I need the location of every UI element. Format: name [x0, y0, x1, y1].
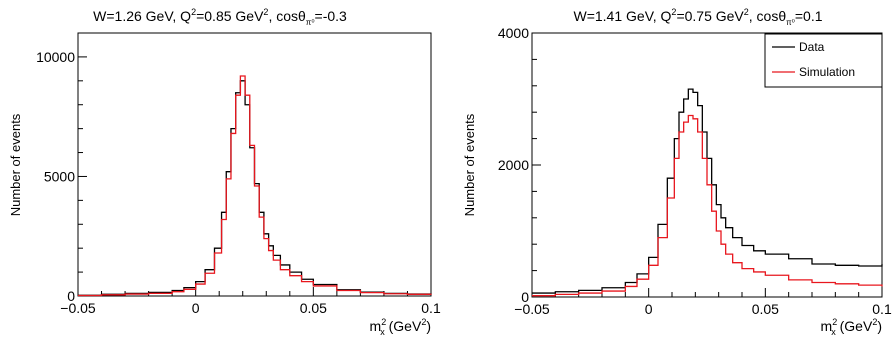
series-data-line [78, 80, 432, 296]
x-tick-label: 0 [192, 300, 200, 316]
legend-label-simulation: Simulation [799, 65, 855, 79]
y-axis: 0 5000 10000 [36, 32, 87, 304]
x-tick-label: −0.05 [514, 301, 550, 317]
title-main: W=1.26 GeV, Q [93, 8, 191, 24]
legend: Data Simulation [764, 33, 883, 88]
legend-box [764, 33, 883, 88]
title-sub: π⁰ [306, 18, 315, 27]
series-lines [78, 75, 432, 297]
title-sup2: 2 [744, 7, 749, 17]
title-mid: =0.85 GeV [196, 8, 264, 24]
x-axis: −0.05 0 0.05 0.1 [60, 287, 441, 316]
title-mid: =0.75 GeV [676, 8, 744, 24]
chart-title: W=1.26 GeV, Q2=0.85 GeV2, cosθπ⁰=-0.3 [93, 7, 347, 27]
x-tick-label: 0 [645, 301, 653, 317]
series-data-line [532, 88, 883, 294]
y-tick-label: 0 [521, 289, 529, 305]
title-end: , cosθ [268, 8, 306, 24]
y-tick-label: 2000 [498, 157, 529, 173]
title-sup1: 2 [191, 7, 196, 17]
x-tick-label: 0.05 [752, 301, 779, 317]
y-axis-label: Number of events [8, 113, 23, 216]
x-axis-label: m2 x (GeV2) [821, 317, 882, 337]
x-tick-label: 0.1 [421, 300, 441, 316]
x-tick-label: 0.05 [300, 300, 327, 316]
series-simulation-line [532, 114, 883, 297]
y-axis: 0 2000 4000 [498, 25, 541, 305]
legend-label-data: Data [799, 40, 825, 54]
y-tick-label: 5000 [44, 168, 75, 184]
y-tick-label: 10000 [36, 49, 75, 65]
y-tick-label: 4000 [498, 25, 529, 41]
chart-title: W=1.41 GeV, Q2=0.75 GeV2, cosθπ⁰=0.1 [573, 7, 822, 27]
panel-left: W=1.26 GeV, Q2=0.85 GeV2, cosθπ⁰=-0.3 −0… [8, 7, 441, 337]
title-main: W=1.41 GeV, Q [573, 8, 671, 24]
title-sup1: 2 [671, 7, 676, 17]
series-lines [532, 88, 883, 297]
title-end: , cosθ [749, 8, 787, 24]
plot-frame [77, 32, 432, 297]
title-sub: π⁰ [786, 18, 795, 27]
y-tick-label: 0 [67, 288, 75, 304]
x-tick-label: −0.05 [60, 300, 96, 316]
x-axis: −0.05 0 0.05 0.1 [514, 288, 892, 317]
title-sup2: 2 [263, 7, 268, 17]
y-axis-label: Number of events [462, 113, 477, 216]
panel-right: W=1.41 GeV, Q2=0.75 GeV2, cosθπ⁰=0.1 −0.… [462, 7, 892, 337]
title-tail: =0.1 [795, 8, 823, 24]
x-axis-label: m2 x (GeV2) [370, 317, 431, 337]
x-tick-label: 0.1 [872, 301, 892, 317]
title-tail: =-0.3 [315, 8, 348, 24]
series-simulation-line [78, 75, 432, 297]
